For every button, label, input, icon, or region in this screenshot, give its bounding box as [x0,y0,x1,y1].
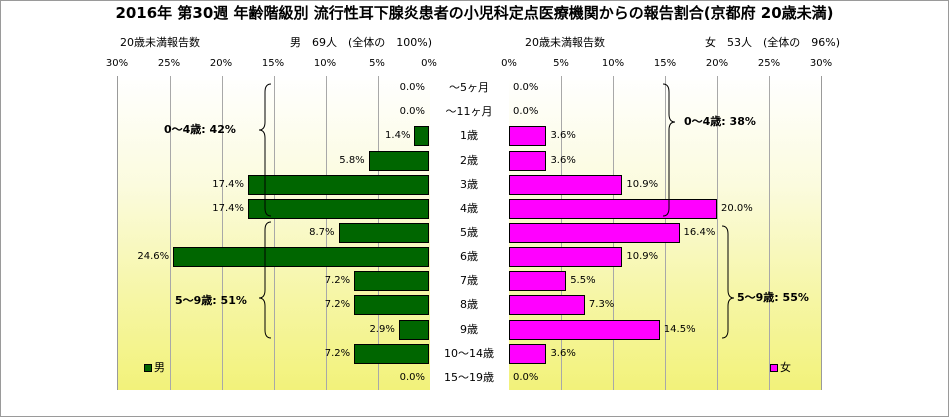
tick-label: 10% [313,58,337,69]
tick-label: 0% [501,58,517,69]
male-brace-0-4 [258,83,272,217]
male-bar [414,126,429,147]
male-legend-swatch [144,364,152,372]
tick-label: 10% [601,58,625,69]
category-label: 1歳 [460,129,478,143]
female-data-label: 10.9% [626,178,659,190]
female-data-label: 0.0% [513,82,539,94]
male-bar [398,319,429,340]
category-label: 7歳 [460,274,478,288]
tick-label: 20% [705,58,729,69]
female-brace-0-4 [662,83,676,217]
male-legend: 男 [144,361,165,375]
category-label: 4歳 [460,201,478,215]
tick-label: 20% [209,58,233,69]
male-legend-label: 男 [154,361,165,374]
tick-label: 25% [157,58,181,69]
category-label: 15～19歳 [444,370,494,384]
tick-label: 0% [421,58,437,69]
male-group-label-0-4: 0～4歳: 42% [164,123,236,136]
female-data-label: 20.0% [721,202,753,214]
male-data-label: 7.2% [324,347,351,359]
male-bar [248,174,429,195]
female-bar [509,174,623,195]
tick-label: 15% [261,58,285,69]
tick-label: 25% [757,58,781,69]
male-data-label: 1.4% [385,130,411,142]
male-brace-5-9 [258,221,272,339]
male-bar [338,222,429,243]
tick-label: 15% [653,58,677,69]
male-data-label: 17.4% [212,178,245,190]
female-data-label: 14.5% [663,323,696,335]
female-data-label: 0.0% [513,106,539,118]
chart-title: 2016年 第30週 年齢階級別 流行性耳下腺炎患者の小児科定点医療機関からの報… [115,4,834,22]
male-bar [354,271,429,292]
male-data-label: 7.2% [324,299,351,311]
female-data-label: 16.4% [683,226,716,238]
female-bar [509,271,567,292]
male-data-label: 17.4% [212,202,245,214]
female-data-label: 7.3% [588,299,615,311]
category-label: ～5ヶ月 [449,81,489,95]
male-data-label: 5.8% [339,154,365,166]
category-label: 5歳 [460,225,478,239]
female-bar [509,126,547,147]
female-bar [509,198,717,219]
category-label: ～11ヶ月 [445,105,493,119]
male-header-count-label: 20歳未満報告数 [120,36,200,49]
category-label: 9歳 [460,322,478,336]
male-data-label: 24.6% [137,251,170,263]
female-bar [509,319,660,340]
female-data-label: 0.0% [513,371,539,383]
female-bar [509,222,680,243]
gridline [222,76,223,390]
male-data-label: 2.9% [369,323,395,335]
female-legend-swatch [770,364,778,372]
male-data-label: 8.7% [309,226,335,238]
gridline [717,76,718,390]
male-bar [368,150,429,171]
female-header-total: 女 53人 (全体の 96%) [705,36,841,49]
female-data-label: 10.9% [626,251,659,263]
category-label: 8歳 [460,298,478,312]
female-data-label: 5.5% [570,275,596,287]
female-legend: 女 [770,361,791,375]
gridline [326,76,327,390]
female-bar [509,247,623,268]
female-legend-label: 女 [780,361,791,374]
male-data-label: 0.0% [399,82,425,94]
category-label: 10～14歳 [444,346,494,360]
tick-label: 5% [369,58,385,69]
male-header-total: 男 69人 (全体の 100%) [290,36,433,49]
female-bar [509,343,547,364]
tick-label: 5% [553,58,569,69]
female-brace-5-9 [721,225,735,339]
tick-label: 30% [809,58,833,69]
female-data-label: 3.6% [550,154,576,166]
male-bar [354,343,429,364]
female-bar [509,295,585,316]
male-bar [173,247,429,268]
male-data-label: 7.2% [324,275,351,287]
male-bar [248,198,429,219]
gridline [769,76,770,390]
female-header-count-label: 20歳未満報告数 [525,36,605,49]
male-group-label-5-9: 5～9歳: 51% [175,294,247,307]
tick-label: 30% [105,58,129,69]
female-data-label: 3.6% [550,347,576,359]
female-bar [509,150,547,171]
female-group-label-0-4: 0～4歳: 38% [684,115,756,128]
category-label: 3歳 [460,177,478,191]
category-label: 6歳 [460,250,478,264]
gridline [274,76,275,390]
male-data-label: 0.0% [399,371,425,383]
male-data-label: 0.0% [399,106,425,118]
category-label: 2歳 [460,153,478,167]
female-group-label-5-9: 5～9歳: 55% [737,291,809,304]
male-bar [354,295,429,316]
female-data-label: 3.6% [550,130,576,142]
gridline [170,76,171,390]
